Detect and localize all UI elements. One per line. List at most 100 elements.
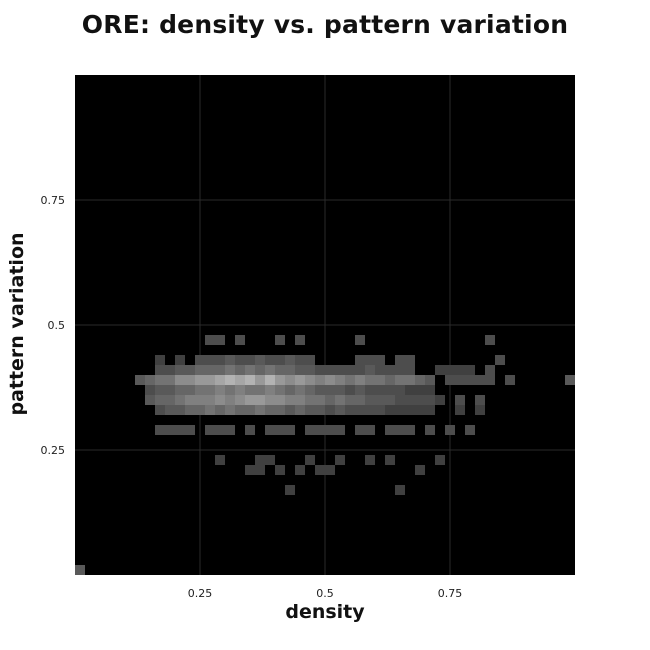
heatmap-cell [135,375,145,385]
y-axis-ticks: 0.25 0.5 0.75 [41,194,66,457]
heatmap-cell [275,355,285,365]
heatmap-cell [155,395,165,405]
heatmap-cell [365,375,375,385]
heatmap-cell [355,365,365,375]
heatmap-cell [335,425,345,435]
heatmap-cell [205,395,215,405]
heatmap-cell [345,395,355,405]
heatmap-cell [315,385,325,395]
heatmap-cell [195,395,205,405]
heatmap-cell [285,405,295,415]
heatmap-cell [235,385,245,395]
heatmap-cell [265,365,275,375]
heatmap-cell [225,395,235,405]
heatmap-cell [345,375,355,385]
heatmap-cell [395,485,405,495]
heatmap-cell [355,395,365,405]
grid-lines [75,75,575,575]
heatmap-cell [385,455,395,465]
heatmap-cell [285,395,295,405]
heatmap-cell [255,465,265,475]
heatmap-cell [345,385,355,395]
y-tick-label: 0.25 [41,444,66,457]
heatmap-cell [235,395,245,405]
heatmap-cell [425,395,435,405]
heatmap-cell [395,405,405,415]
heatmap-cell [295,395,305,405]
heatmap-cell [235,365,245,375]
heatmap-cell [285,385,295,395]
heatmap-cell [425,375,435,385]
heatmap-cell [305,365,315,375]
heatmap-cell [205,385,215,395]
heatmap-cell [215,405,225,415]
heatmap-cell [425,385,435,395]
heatmap-cell [285,375,295,385]
heatmap-cell [465,425,475,435]
heatmap-cell [205,335,215,345]
heatmap-cell [245,375,255,385]
heatmap-cell [215,395,225,405]
heatmap-cell [155,385,165,395]
heatmap-cell [455,375,465,385]
heatmap-cell [165,385,175,395]
heatmap-cell [225,385,235,395]
heatmap-cell [365,395,375,405]
heatmap-cell [165,405,175,415]
heatmap-cell [155,375,165,385]
heatmap-cell [405,385,415,395]
heatmap-cell [295,465,305,475]
x-tick-label: 0.75 [438,587,463,600]
heatmap-cell [75,565,85,575]
heatmap-cell [355,385,365,395]
heatmap-cell [395,375,405,385]
heatmap-cell [295,375,305,385]
heatmap-cell [495,355,505,365]
heatmap-cell [295,335,305,345]
heatmap-cell [255,455,265,465]
heatmap-cell [355,375,365,385]
heatmap-cell [325,365,335,375]
heatmap-cell [415,375,425,385]
heatmap-cell [225,425,235,435]
heatmap-cell [315,465,325,475]
heatmap-cell [225,375,235,385]
heatmap-cell [335,365,345,375]
heatmap-cell [435,365,445,375]
heatmap-cell [455,405,465,415]
heatmap-cell [195,405,205,415]
heatmap-cell [305,455,315,465]
heatmap-cell [265,385,275,395]
heatmap-cell [315,395,325,405]
y-tick-label: 0.75 [41,194,66,207]
heatmap-cell [475,375,485,385]
heatmap-cell [405,375,415,385]
heatmap-cell [315,405,325,415]
heatmap-cell [365,355,375,365]
heatmap-cell [335,405,345,415]
heatmap-cell [405,355,415,365]
heatmap-cell [475,405,485,415]
x-axis-ticks: 0.25 0.5 0.75 [188,587,463,600]
heatmap-cell [355,405,365,415]
heatmap-cell [155,355,165,365]
heatmap-cell [385,365,395,375]
heatmap-cell [215,455,225,465]
heatmap-cell [205,425,215,435]
heatmap-cell [475,395,485,405]
heatmap-cell [195,355,205,365]
heatmap-cell [415,405,425,415]
heatmap-cell [415,395,425,405]
heatmap-cell [405,395,415,405]
heatmap-cell [255,385,265,395]
heatmap-cell [285,485,295,495]
heatmap-cell [505,375,515,385]
heatmap-cell [245,395,255,405]
heatmap-cell [205,365,215,375]
heatmap-cell [445,365,455,375]
heatmap-cell [175,405,185,415]
heatmap-cell [225,355,235,365]
heatmap-cell [365,425,375,435]
heatmap-cell [195,365,205,375]
heatmap-cell [345,365,355,375]
